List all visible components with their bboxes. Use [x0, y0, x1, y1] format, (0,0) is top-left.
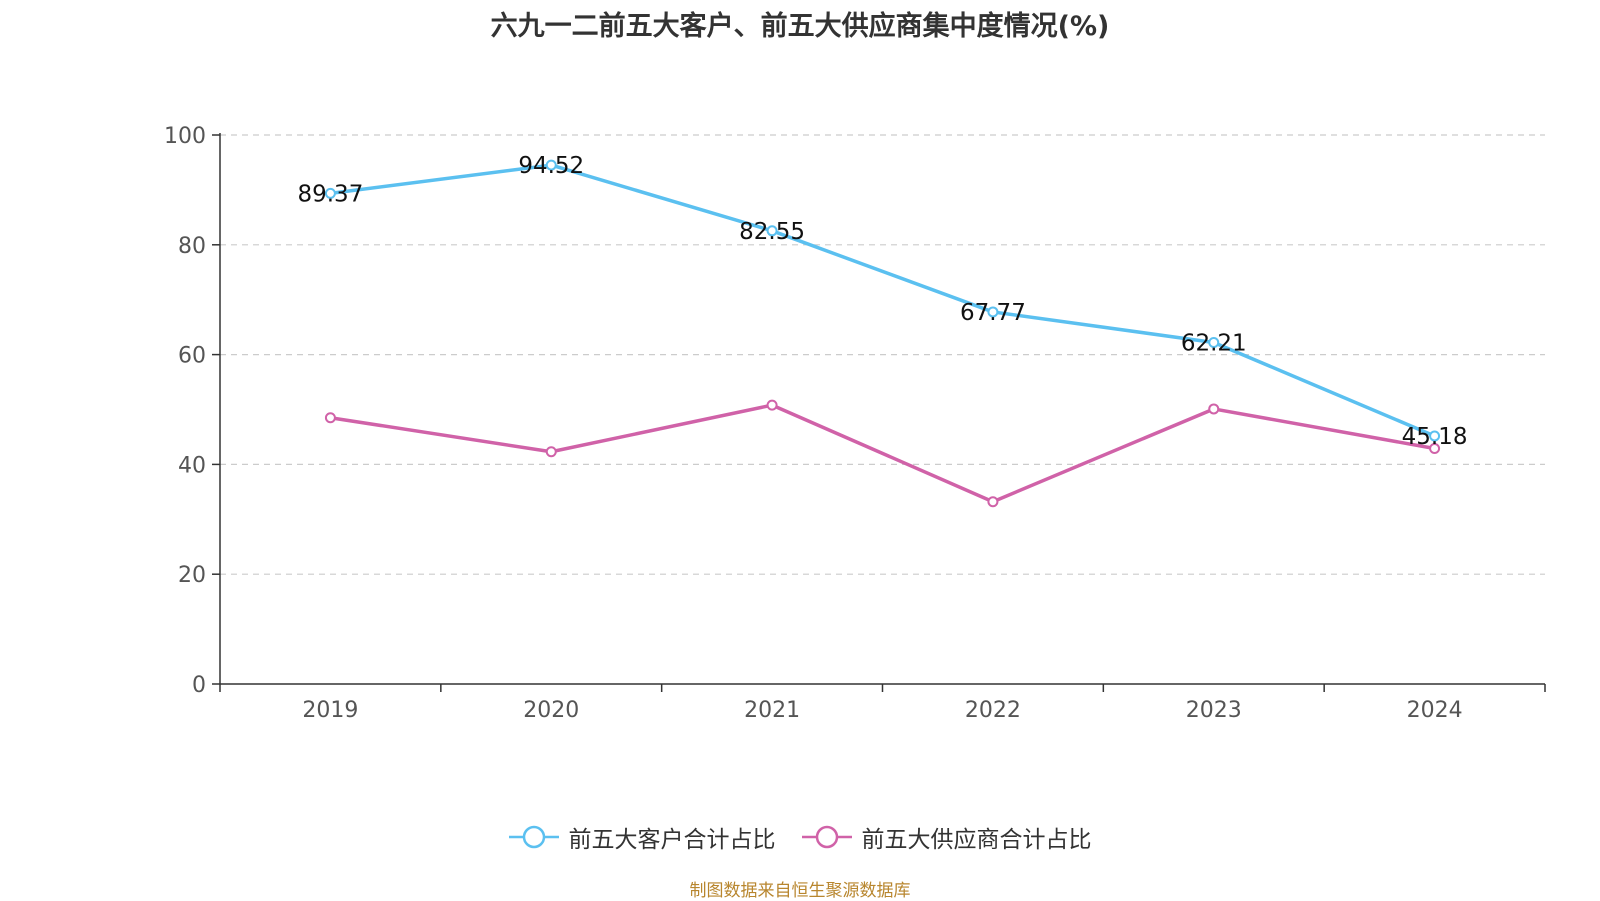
- data-label: 62.21: [1181, 330, 1247, 356]
- series-line-0: [330, 163, 1436, 438]
- data-point: [1429, 442, 1441, 454]
- chart-title: 六九一二前五大客户、前五大供应商集中度情况(%): [490, 11, 1110, 42]
- data-label: 45.18: [1402, 424, 1468, 450]
- legend: 前五大客户合计占比 前五大供应商合计占比: [0, 820, 1600, 854]
- data-point: [987, 496, 999, 508]
- x-tick-label: 2023: [1186, 698, 1242, 723]
- data-point: [324, 412, 336, 424]
- legend-circle-customers: [522, 825, 545, 849]
- y-tick-label: 20: [178, 563, 206, 588]
- legend-label-customers: 前五大客户合计占比: [568, 827, 776, 853]
- x-tick-label: 2019: [302, 698, 358, 723]
- data-point: [987, 306, 999, 318]
- series: [324, 159, 1441, 508]
- y-tick-label: 100: [164, 124, 206, 149]
- data-point: [1208, 336, 1220, 348]
- y-tick-label: 0: [192, 673, 206, 698]
- data-label: 67.77: [960, 300, 1026, 326]
- legend-item-suppliers[interactable]: 前五大供应商合计占比: [801, 820, 1092, 854]
- legend-marker-suppliers: [801, 825, 852, 849]
- x-tick-label: 2021: [744, 698, 800, 723]
- grid-lines: [220, 134, 1545, 575]
- y-tick-label: 80: [178, 234, 206, 259]
- data-point: [1208, 403, 1220, 415]
- data-point: [1429, 430, 1441, 442]
- y-tick-label: 60: [178, 344, 206, 369]
- data-label: 82.55: [739, 219, 805, 245]
- data-point: [766, 399, 778, 411]
- legend-marker-customers: [508, 825, 559, 849]
- data-label: 89.37: [297, 181, 363, 207]
- legend-circle-suppliers: [815, 825, 838, 849]
- legend-label-suppliers: 前五大供应商合计占比: [861, 827, 1092, 853]
- y-tick-label: 40: [178, 453, 206, 478]
- series-line-1: [330, 403, 1435, 504]
- source-note: 制图数据来自恒生聚源数据库: [689, 881, 911, 901]
- data-labels: 89.37 94.52 82.55 67.77 62.21 45.18: [297, 153, 1467, 450]
- data-point: [324, 187, 336, 199]
- data-label: 94.52: [518, 153, 584, 179]
- axes: 0 20 40 60 80 100 2019 2020 2021 2022 2023 2024: [164, 124, 1546, 723]
- data-point: [545, 159, 557, 171]
- data-point: [545, 446, 557, 458]
- x-tick-label: 2022: [965, 698, 1021, 723]
- data-point: [766, 225, 778, 237]
- x-tick-label: 2024: [1407, 698, 1463, 723]
- x-tick-label: 2020: [523, 698, 579, 723]
- legend-item-customers[interactable]: 前五大客户合计占比: [508, 820, 776, 854]
